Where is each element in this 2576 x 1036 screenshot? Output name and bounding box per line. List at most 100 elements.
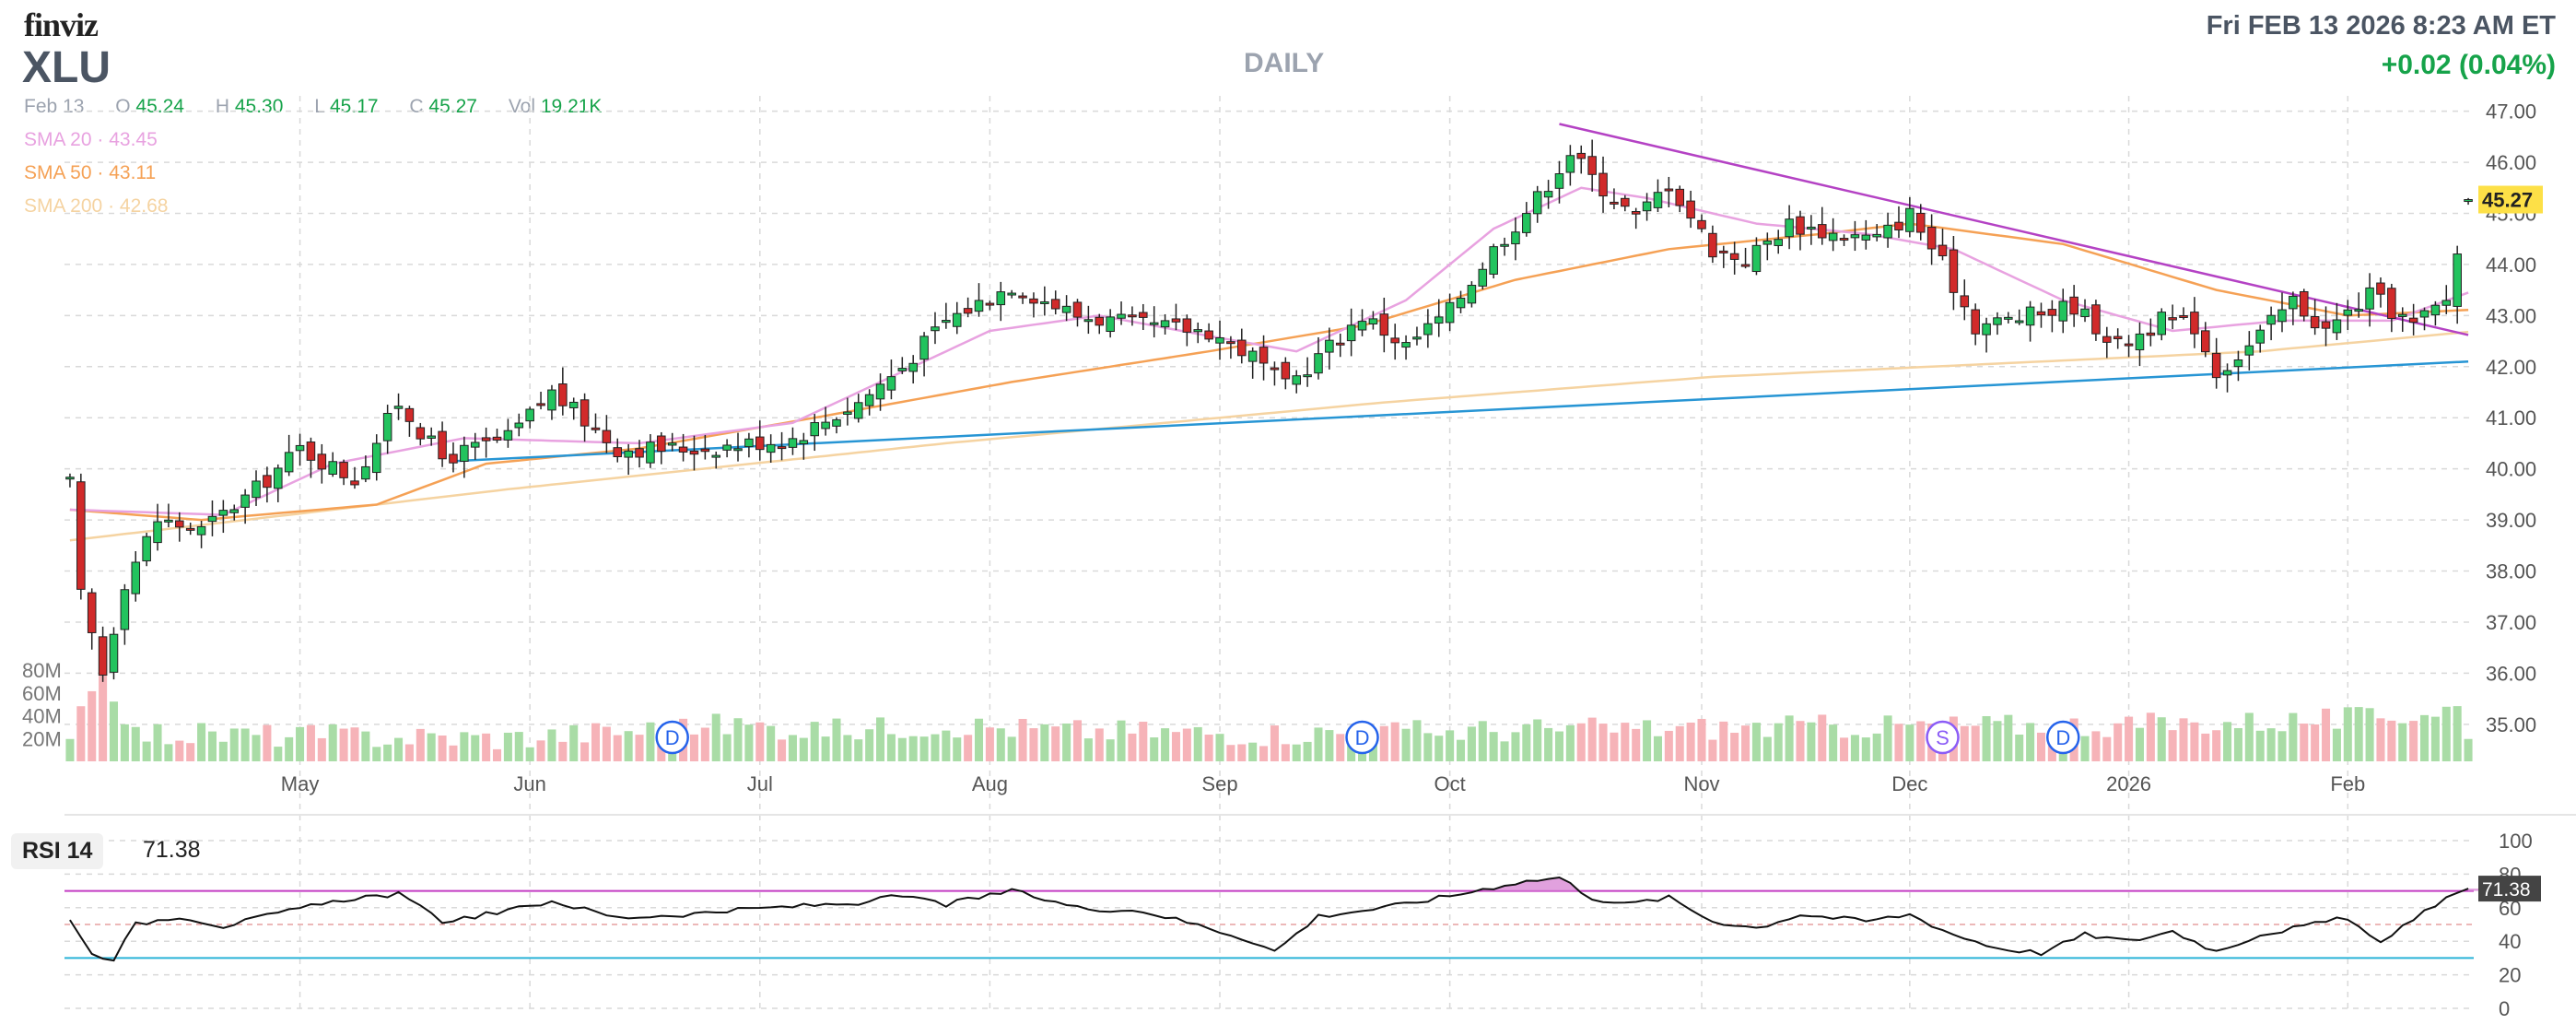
volume-bar: [591, 723, 601, 761]
volume-bar: [613, 735, 622, 761]
candle: [1642, 193, 1652, 221]
candle-body: [142, 536, 151, 562]
candle: [1095, 313, 1105, 335]
candle-body: [1664, 188, 1674, 192]
candle: [886, 359, 896, 400]
candle: [635, 440, 644, 468]
candle: [1511, 217, 1520, 261]
volume-bar: [1029, 728, 1038, 761]
candle-body: [240, 494, 250, 508]
candle-body: [635, 448, 644, 458]
finviz-logo[interactable]: finviz: [24, 6, 99, 43]
volume-bar: [2441, 706, 2451, 761]
candle: [514, 413, 524, 437]
candle: [492, 429, 502, 443]
candle-body: [1314, 353, 1323, 374]
volume-bar: [985, 727, 994, 761]
candle: [2464, 197, 2473, 206]
volume-bar: [1883, 715, 1892, 761]
candle: [558, 367, 568, 416]
candle-body: [1259, 347, 1269, 364]
candle: [711, 451, 721, 469]
candle: [1061, 295, 1071, 322]
volume-bar: [1632, 728, 1641, 761]
candle-body: [2113, 336, 2123, 340]
quote-datetime: Fri FEB 13 2026 8:23 AM ET: [2206, 11, 2556, 41]
candle-body: [1500, 243, 1509, 247]
candle-body: [897, 368, 907, 371]
candle-body: [2419, 310, 2430, 318]
candle: [2179, 307, 2188, 320]
candle: [2025, 300, 2035, 342]
volume-bar: [919, 736, 929, 761]
candle-body: [2343, 309, 2353, 316]
sma-50-legend[interactable]: SMA 50 · 43.11: [24, 162, 157, 183]
volume-bar: [1807, 722, 1816, 761]
volume-bar: [2332, 728, 2341, 761]
volume-bar: [1007, 736, 1016, 761]
candle: [2014, 309, 2024, 325]
volume-bar: [2091, 731, 2101, 761]
candle: [1171, 303, 1181, 331]
volume-bar: [700, 727, 709, 761]
candle: [613, 438, 623, 463]
sma-200-legend[interactable]: SMA 200 · 42.68: [24, 195, 169, 217]
rsi-label[interactable]: RSI 14: [11, 833, 104, 869]
volume-bar: [1270, 725, 1279, 761]
volume-bar: [1018, 718, 1027, 761]
last-price-label: 45.27: [2482, 189, 2533, 212]
candle: [2376, 277, 2385, 308]
volume-bar: [624, 731, 633, 761]
volume-bar: [1292, 744, 1301, 761]
candle: [1915, 204, 1926, 241]
candle: [1861, 219, 1871, 250]
candle: [657, 431, 666, 465]
candle: [470, 432, 480, 460]
candle-body: [963, 308, 973, 314]
candle: [1072, 299, 1083, 327]
candle-body: [438, 430, 447, 460]
sma-20-legend[interactable]: SMA 20 · 43.45: [24, 129, 158, 150]
candle: [1774, 230, 1783, 254]
candle: [1807, 215, 1816, 245]
candle-body: [207, 515, 217, 523]
ticker-symbol: XLU: [22, 43, 111, 92]
candle: [952, 301, 962, 335]
dividend-marker-circle: [2046, 720, 2080, 755]
candle-body: [1182, 318, 1192, 333]
candle-body: [974, 300, 984, 312]
candle: [142, 533, 151, 567]
volume-bar: [1314, 727, 1323, 761]
volume-bar: [1960, 725, 1969, 761]
candle: [1083, 305, 1094, 335]
candle-body: [568, 401, 579, 408]
candle: [350, 466, 359, 489]
candle: [274, 464, 283, 502]
candle: [382, 405, 392, 454]
volume-bar: [1281, 744, 1290, 761]
candle: [1346, 308, 1356, 357]
volume-bar: [778, 739, 787, 761]
candle: [1729, 241, 1739, 275]
candle: [87, 588, 97, 650]
dividend-marker: D: [655, 720, 689, 755]
candle-body: [2266, 314, 2276, 325]
month-tick-label: Oct: [1434, 772, 1466, 795]
volume-bar: [942, 730, 951, 761]
rsi-overbought-fill: [1012, 877, 2479, 891]
candle: [153, 503, 162, 551]
candle: [120, 583, 130, 645]
candle: [1751, 237, 1762, 276]
volume-bar: [744, 724, 754, 761]
candle-body: [733, 448, 743, 452]
candle-body: [1872, 233, 1881, 238]
volume-bar: [2300, 724, 2309, 761]
volume-bar: [492, 748, 502, 761]
open-label: O: [115, 96, 131, 117]
volume-bar: [1664, 730, 1673, 761]
volume-bar: [1741, 725, 1751, 761]
candle-body: [1149, 322, 1159, 325]
candle: [76, 473, 86, 600]
candle-body: [164, 519, 173, 523]
